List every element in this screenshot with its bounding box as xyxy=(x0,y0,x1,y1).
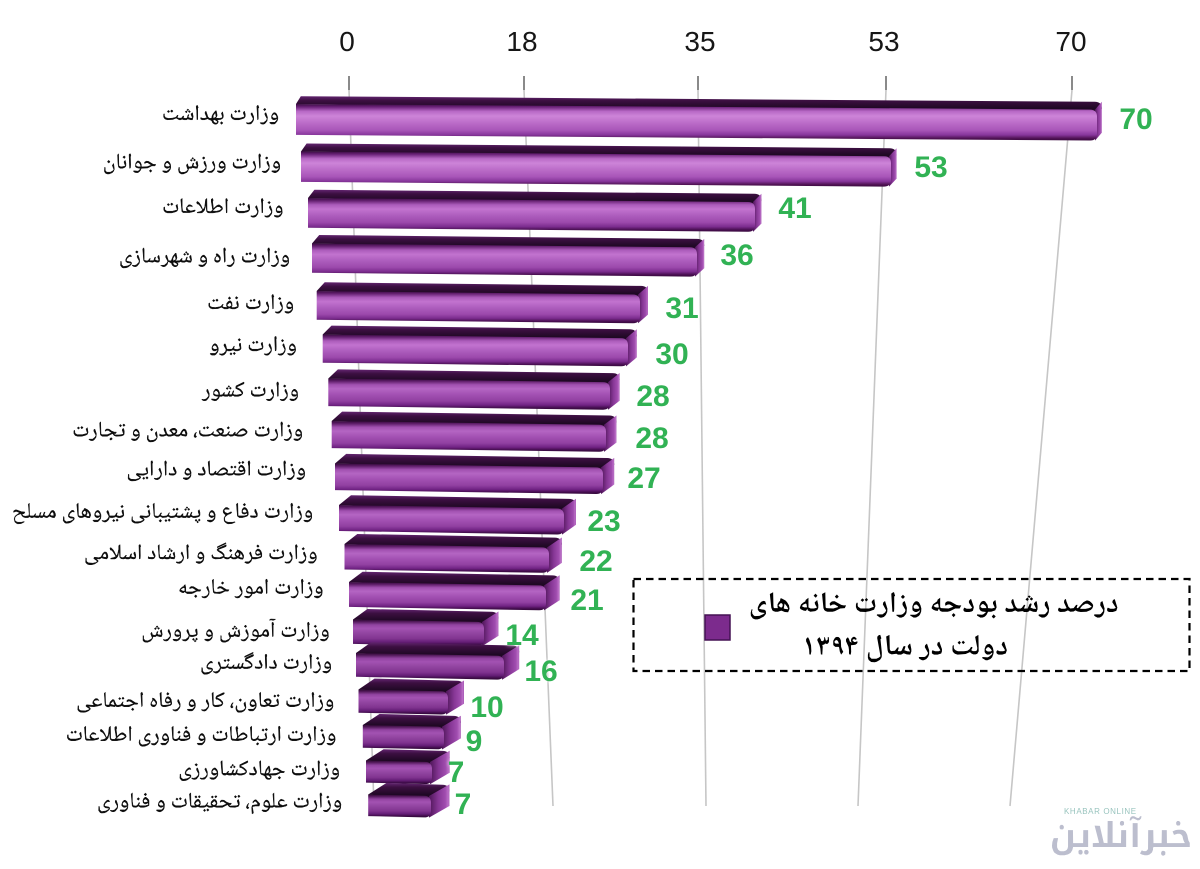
svg-text:21: 21 xyxy=(570,584,603,617)
svg-text:27: 27 xyxy=(627,462,660,495)
svg-text:36: 36 xyxy=(720,239,753,272)
svg-text:0: 0 xyxy=(339,26,355,57)
svg-text:7: 7 xyxy=(455,788,472,821)
svg-text:70: 70 xyxy=(1119,103,1152,136)
svg-text:28: 28 xyxy=(636,380,669,413)
svg-text:KHABAR ONLINE: KHABAR ONLINE xyxy=(1064,807,1137,816)
svg-text:30: 30 xyxy=(655,338,688,371)
svg-text:31: 31 xyxy=(665,292,698,325)
svg-text:16: 16 xyxy=(524,655,557,688)
svg-text:35: 35 xyxy=(684,26,715,57)
svg-text:14: 14 xyxy=(505,619,539,652)
svg-text:18: 18 xyxy=(506,26,537,57)
svg-text:70: 70 xyxy=(1055,26,1086,57)
svg-text:23: 23 xyxy=(587,505,620,538)
svg-text:41: 41 xyxy=(778,192,811,225)
svg-text:53: 53 xyxy=(914,151,947,184)
svg-text:10: 10 xyxy=(470,691,503,724)
svg-text:28: 28 xyxy=(635,422,668,455)
svg-text:22: 22 xyxy=(579,545,612,578)
svg-text:7: 7 xyxy=(448,756,465,789)
svg-text:9: 9 xyxy=(466,725,483,758)
svg-text:53: 53 xyxy=(868,26,899,57)
